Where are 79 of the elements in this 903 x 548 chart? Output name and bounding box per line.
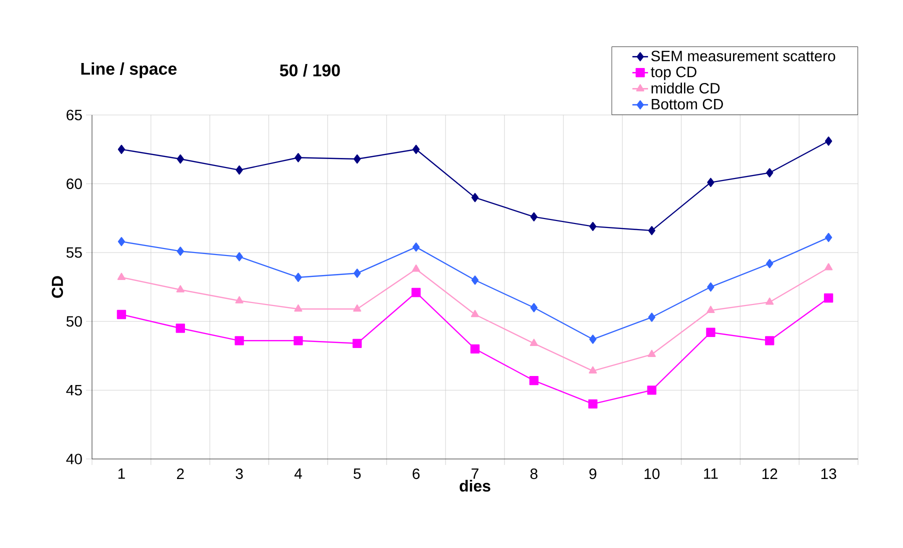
y-axis-title: CD [52,276,64,298]
point [824,136,832,146]
point [294,304,302,312]
point [412,288,421,298]
point [766,168,774,178]
y-tick-label: 65 [66,110,82,120]
point [471,276,479,285]
legend-label: SEM measurement scattero [651,50,836,62]
x-axis-title: dies [460,480,490,492]
chart-subtitle: 50 / 190 [280,64,340,77]
point [294,272,302,282]
x-tick-label: 2 [176,468,184,479]
legend-label: middle CD [652,82,720,94]
x-tick-label: 9 [589,468,596,480]
point [706,306,715,313]
point [294,336,303,346]
x-tick-label: 6 [412,468,420,480]
point [354,154,361,164]
x-tick-label: 4 [294,468,302,479]
point [118,236,126,246]
point [530,338,538,346]
point [116,310,126,320]
y-tick-label: 50 [66,316,82,327]
point [766,298,774,305]
point [529,376,539,386]
x-tick-label: 3 [236,468,243,480]
point [118,144,126,154]
point [117,272,126,280]
x-tick-label: 1 [118,468,125,479]
point [824,232,832,242]
x-tick-label: 11 [704,468,718,479]
legend-label: Bottom CD [652,98,723,110]
point [530,212,538,222]
point [412,144,420,154]
point [588,366,597,374]
x-tick-label: 5 [354,468,361,479]
point [766,259,774,268]
point [589,222,596,232]
x-tick-label: 7 [472,468,478,479]
x-tick-label: 8 [530,468,538,480]
point [236,165,243,175]
y-tick-label: 60 [66,178,82,190]
point [176,285,184,292]
point [176,246,184,256]
point [648,350,656,358]
point [530,303,538,312]
y-tick-label: 45 [66,384,82,396]
point [588,399,598,409]
point [234,336,244,346]
point [470,344,480,354]
y-tick-label: 55 [66,247,82,258]
x-tick-label: 10 [644,468,660,480]
point [352,338,362,348]
legend-label: top CD [650,66,696,80]
point [294,153,302,162]
chart-title: Line / space [81,62,177,78]
point [824,293,834,303]
y-tick-label: 40 [66,454,82,464]
point [707,178,714,187]
point [176,324,185,333]
x-tick-label: 12 [762,468,778,479]
point [176,154,184,164]
point [236,252,243,262]
point [824,263,833,270]
point [647,386,656,395]
point [235,296,244,304]
point [589,334,596,344]
point [707,282,714,292]
point [353,304,362,312]
x-tick-label: 13 [821,468,836,480]
point [354,268,361,278]
point [765,336,774,346]
point [471,192,479,202]
point [412,264,420,272]
point [412,242,420,252]
point [706,328,716,337]
point [648,226,656,236]
point [648,312,656,322]
point [470,310,480,318]
